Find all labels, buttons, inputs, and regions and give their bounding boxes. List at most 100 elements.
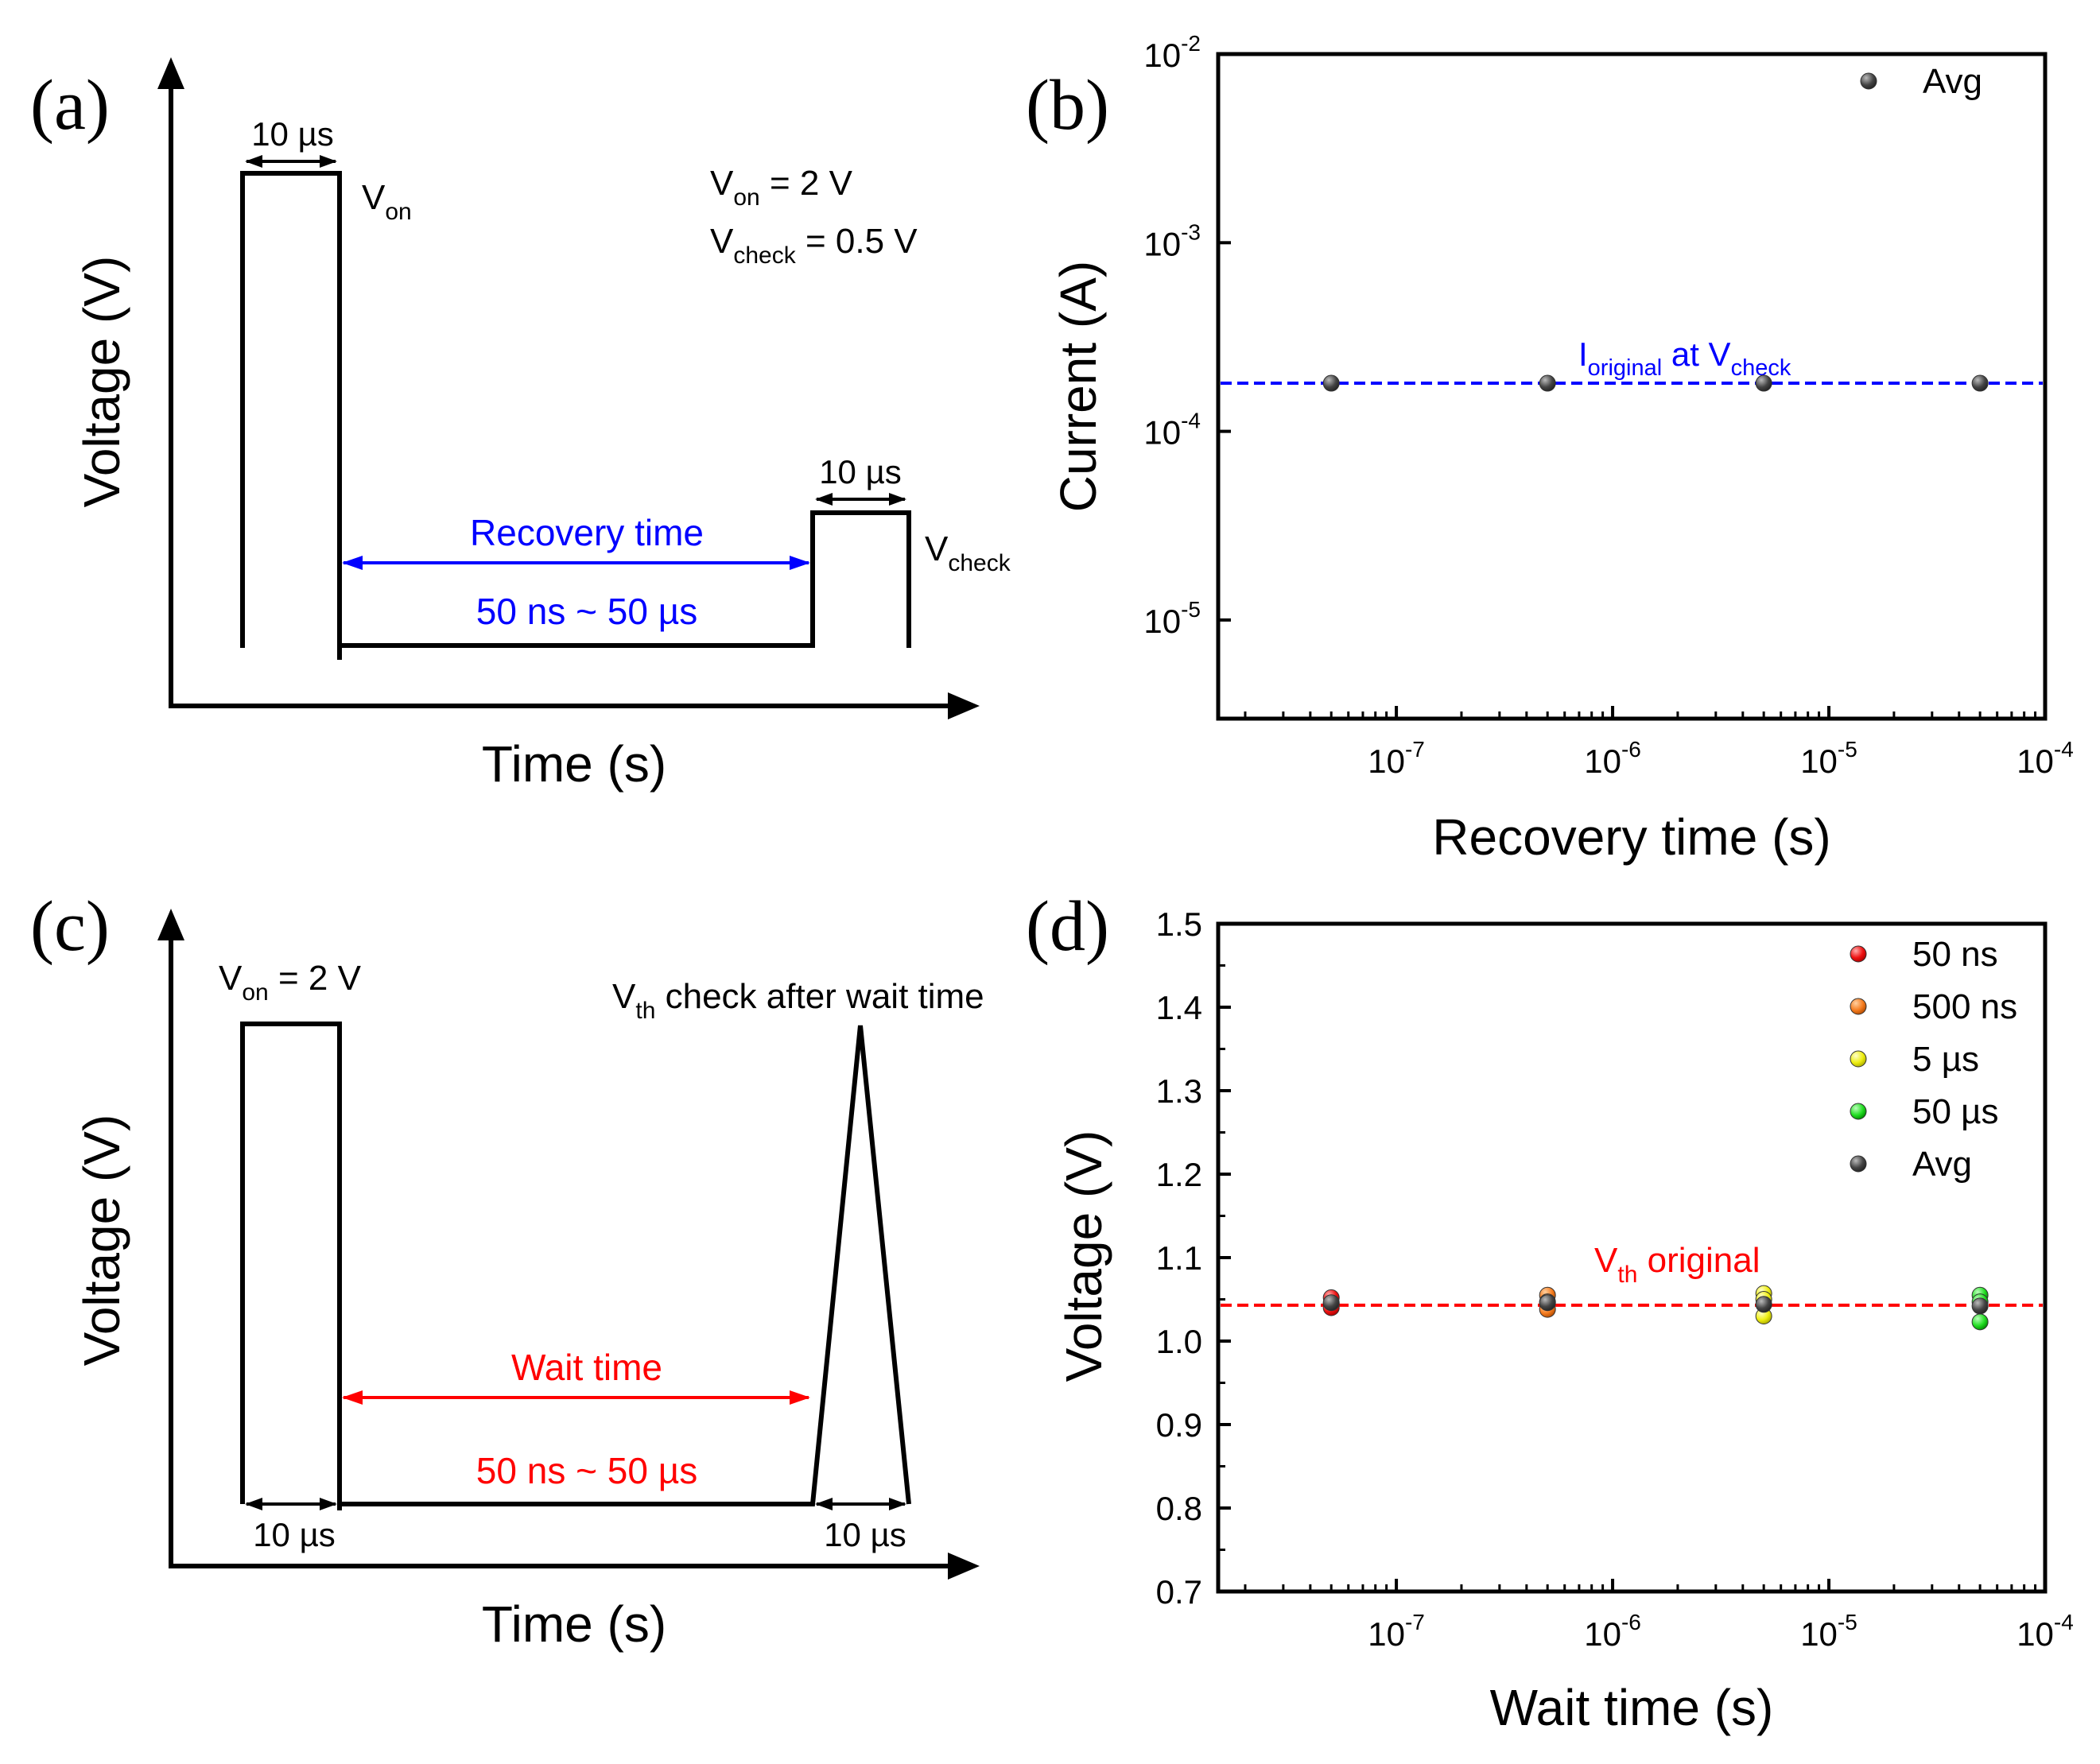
legend-marker xyxy=(1850,945,1867,963)
panel-d-chart: (d) 0.7 0.8 0.9 1.0 1.1 1.2 1.3 1.4 1.5 10-7 10-6… xyxy=(1026,887,2074,1736)
legend-label: Avg xyxy=(1923,62,1982,101)
panel-c-pulse2-arrowhead-right xyxy=(889,1498,906,1510)
legend-marker xyxy=(1860,72,1877,90)
y-tick-label: 1.2 xyxy=(1156,1156,1202,1193)
panel-c-pulse1-arrowhead-right xyxy=(320,1498,337,1510)
panel-a-y-axis-label: Voltage (V) xyxy=(73,256,130,508)
x-tick-label: 10-6 xyxy=(1584,737,1641,780)
legend-label: 50 ns xyxy=(1912,935,1998,974)
y-tick-label: 10-2 xyxy=(1143,31,1201,74)
panel-c-range-label: 50 ns ~ 50 µs xyxy=(476,1450,697,1491)
panel-c-pulse-waveform xyxy=(240,1022,911,1510)
data-point-Avg xyxy=(1755,1296,1772,1313)
data-point-Avg xyxy=(1539,1294,1556,1312)
x-tick-label: 10-4 xyxy=(2017,1610,2074,1653)
panel-d-x-axis-label: Wait time (s) xyxy=(1490,1679,1774,1736)
y-tick-label: 1.1 xyxy=(1156,1239,1202,1277)
legend-label: 500 ns xyxy=(1912,987,2017,1026)
panel-a-recovery-arrowhead-right xyxy=(790,556,810,570)
panel-c-pulse1-arrowhead-left xyxy=(245,1498,262,1510)
panel-a-pulse1-width-label: 10 µs xyxy=(251,115,334,153)
legend-label: Avg xyxy=(1912,1145,1972,1184)
panel-d-y-axis-label: Voltage (V) xyxy=(1055,1130,1112,1382)
panel-c-wait-arrowhead-left xyxy=(342,1390,363,1405)
panel-d-legend: 50 ns 500 ns 5 µs 50 µs Avg xyxy=(1850,935,2017,1184)
panel-a-param-vcheck: Vcheck = 0.5 V xyxy=(710,222,918,269)
panel-c-label: (c) xyxy=(30,887,110,966)
panel-b-x-ticks: 10-7 10-6 10-5 10-4 xyxy=(1244,706,2074,780)
legend-label: 50 µs xyxy=(1912,1092,1999,1131)
panel-a-pulse2-width-label: 10 µs xyxy=(819,453,902,490)
data-point-50-us xyxy=(1971,1313,1989,1331)
panel-a-x-arrowhead xyxy=(948,692,980,719)
legend-marker xyxy=(1850,1050,1867,1068)
y-tick-label: 1.5 xyxy=(1156,905,1202,943)
y-tick-label: 0.7 xyxy=(1156,1573,1202,1611)
panel-c-pulse2-arrowhead-left xyxy=(815,1498,833,1510)
x-tick-label: 10-4 xyxy=(2017,737,2074,780)
panel-c-pulse-diagram: (c) Voltage (V) Time (s) Von = 2 V Vth c… xyxy=(30,887,984,1653)
y-tick-label: 0.8 xyxy=(1156,1490,1202,1527)
data-point-Avg xyxy=(1539,374,1556,392)
panel-a-von-label: Von xyxy=(362,178,412,225)
panel-b-label: (b) xyxy=(1026,66,1109,145)
panel-d-label: (d) xyxy=(1026,887,1109,966)
panel-b-y-ticks: 10-5 10-4 10-3 10-2 xyxy=(1143,31,1231,640)
panel-a-vcheck-label: Vcheck xyxy=(925,529,1011,576)
y-tick-label: 10-4 xyxy=(1143,409,1201,452)
panel-a-pulse-waveform xyxy=(240,171,911,660)
panel-a-param-von: Von = 2 V xyxy=(710,164,853,211)
data-point-Avg xyxy=(1971,1297,1989,1315)
panel-a-recovery-label: Recovery time xyxy=(470,512,704,553)
panel-c-vth-check-label: Vth check after wait time xyxy=(612,977,984,1024)
x-tick-label: 10-7 xyxy=(1368,737,1425,780)
panel-c-wait-label: Wait time xyxy=(511,1347,662,1388)
panel-c-y-axis-label: Voltage (V) xyxy=(73,1115,130,1367)
legend-label: 5 µs xyxy=(1912,1040,1979,1079)
panel-c-wait-arrowhead-right xyxy=(790,1390,810,1405)
panel-b-y-axis-label: Current (A) xyxy=(1050,261,1107,513)
panel-c-von-label: Von = 2 V xyxy=(219,959,362,1006)
panel-a-pulse-diagram: (a) Voltage (V) Time (s) 10 µs Von Von =… xyxy=(30,57,1011,793)
y-tick-label: 0.9 xyxy=(1156,1406,1202,1444)
x-tick-label: 10-6 xyxy=(1584,1610,1641,1653)
panel-d-data-points xyxy=(1322,1285,1989,1331)
y-tick-label: 10-3 xyxy=(1143,219,1201,262)
x-tick-label: 10-5 xyxy=(1800,1610,1857,1653)
panel-c-pulse2-width-label: 10 µs xyxy=(824,1516,906,1553)
panel-d-reference-label: Vth original xyxy=(1594,1241,1760,1288)
panel-a-pulse1-arrowhead-left xyxy=(245,155,262,168)
x-tick-label: 10-5 xyxy=(1800,737,1857,780)
panel-a-pulse2-arrowhead-right xyxy=(889,493,906,506)
panel-a-pulse1-arrowhead-right xyxy=(320,155,337,168)
panel-b-reference-label: Ioriginal at Vcheck xyxy=(1578,335,1791,381)
y-tick-label: 10-5 xyxy=(1143,597,1201,640)
panel-a-range-label: 50 ns ~ 50 µs xyxy=(476,591,697,632)
y-tick-label: 1.3 xyxy=(1156,1072,1202,1110)
x-tick-label: 10-7 xyxy=(1368,1610,1425,1653)
data-point-Avg xyxy=(1322,1294,1340,1312)
panel-a-label: (a) xyxy=(30,66,110,145)
panel-b-data-points xyxy=(1322,374,1989,392)
panel-c-pulse1-width-label: 10 µs xyxy=(253,1516,336,1553)
data-point-Avg xyxy=(1755,374,1772,392)
panel-c-y-arrowhead xyxy=(157,909,184,940)
panel-b-chart: (b) 10-5 10-4 10-3 10-2 10-7 10-6 10-5 10-4 Io… xyxy=(1026,31,2074,866)
panel-d-x-ticks: 10-7 10-6 10-5 10-4 xyxy=(1244,1579,2074,1653)
panel-d-y-ticks: 0.7 0.8 0.9 1.0 1.1 1.2 1.3 1.4 1.5 xyxy=(1156,905,1231,1611)
panel-c-x-arrowhead xyxy=(948,1553,980,1580)
panel-a-pulse2-arrowhead-left xyxy=(815,493,833,506)
panel-a-x-axis-label: Time (s) xyxy=(482,735,666,793)
panel-a-recovery-arrowhead-left xyxy=(342,556,363,570)
panel-c-x-axis-label: Time (s) xyxy=(482,1595,666,1653)
y-tick-label: 1.0 xyxy=(1156,1323,1202,1360)
panel-a-y-arrowhead xyxy=(157,57,184,89)
data-point-Avg xyxy=(1322,374,1340,392)
panel-b-legend: Avg xyxy=(1860,62,1982,101)
data-point-Avg xyxy=(1971,374,1989,392)
y-tick-label: 1.4 xyxy=(1156,989,1202,1026)
panel-b-plot-frame xyxy=(1216,52,2048,721)
legend-marker xyxy=(1850,1155,1867,1173)
legend-marker xyxy=(1850,998,1867,1015)
